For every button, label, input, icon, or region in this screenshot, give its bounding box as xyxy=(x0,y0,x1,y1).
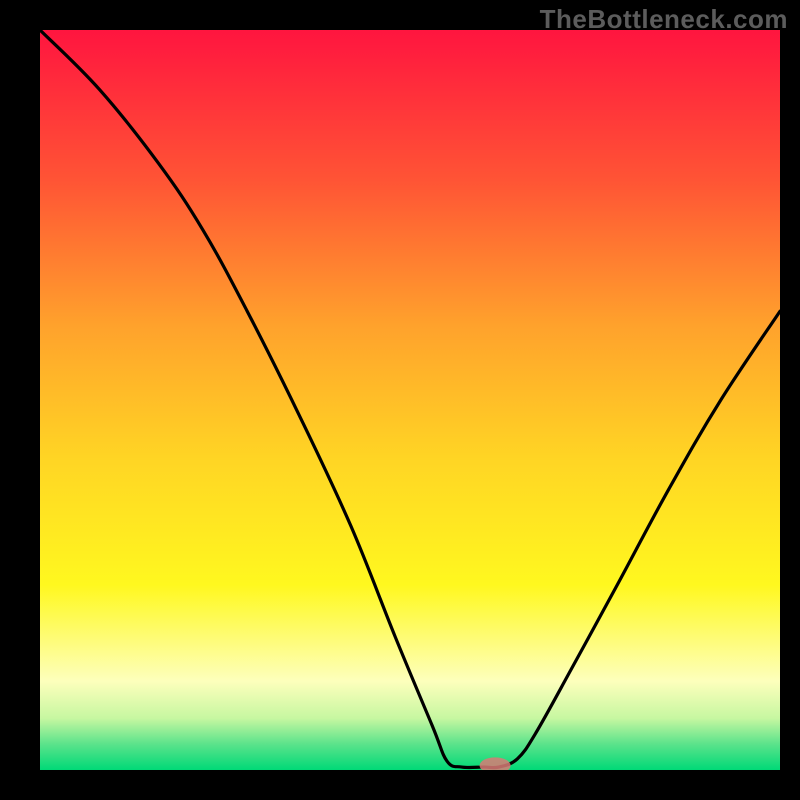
chart-background xyxy=(40,30,780,770)
bottleneck-curve-chart xyxy=(40,30,780,770)
chart-frame: TheBottleneck.com xyxy=(0,0,800,800)
watermark-text: TheBottleneck.com xyxy=(540,4,788,35)
